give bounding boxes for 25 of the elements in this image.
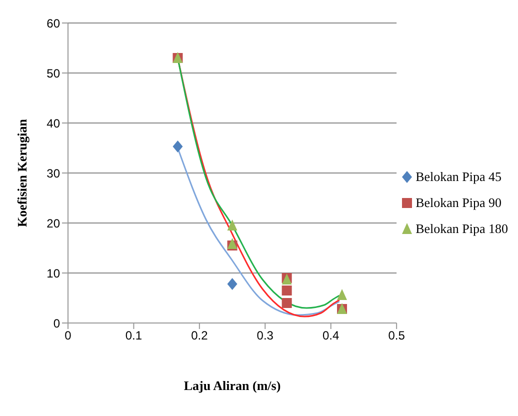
x-tick-label: 0 <box>64 328 72 343</box>
y-tick-label: 30 <box>46 166 60 180</box>
y-tick-label: 20 <box>46 216 60 230</box>
legend-label: Belokan Pipa 180 <box>416 221 508 237</box>
y-axis-title: Koefisien Kerugian <box>14 118 30 227</box>
point <box>337 289 348 300</box>
x-tick-label: 0.2 <box>191 328 208 343</box>
x-tick-label: 0.5 <box>388 328 406 343</box>
y-tick-label: 40 <box>46 116 60 130</box>
y-tick-label: 50 <box>46 66 60 80</box>
point <box>227 278 238 290</box>
legend-label: Belokan Pipa 90 <box>416 195 502 211</box>
y-tick-label: 0 <box>53 316 60 330</box>
y-tick-label: 10 <box>46 266 60 280</box>
x-axis-title: Laju Aliran (m/s) <box>184 378 281 393</box>
legend-label: Belokan Pipa 45 <box>416 169 502 185</box>
x-tick-label: 0.3 <box>256 328 274 343</box>
x-tick-label: 0.1 <box>125 328 142 343</box>
point <box>227 220 238 230</box>
point <box>172 140 183 152</box>
y-tick-label: 60 <box>46 16 60 30</box>
point <box>282 286 292 296</box>
x-tick-label: 0.4 <box>322 328 340 343</box>
point <box>282 298 292 308</box>
point <box>227 238 238 249</box>
